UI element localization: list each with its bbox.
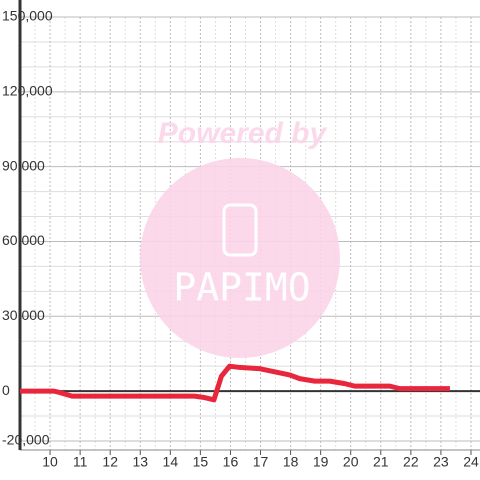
- x-tick-label: 18: [283, 454, 299, 470]
- y-tick-label: 90,000: [2, 157, 45, 173]
- watermark: Powered by PAPIMO: [140, 117, 340, 358]
- x-tick-label: 10: [42, 454, 58, 470]
- watermark-circle: [140, 158, 340, 358]
- x-tick-label: 23: [433, 454, 449, 470]
- y-tick-label: -20,000: [2, 432, 50, 448]
- y-tick-label: 0: [2, 382, 10, 398]
- x-tick-label: 21: [373, 454, 389, 470]
- x-tick-label: 12: [102, 454, 118, 470]
- x-tick-label: 19: [313, 454, 329, 470]
- y-tick-label: 120,000: [2, 83, 53, 99]
- grid: [20, 16, 480, 450]
- x-tick-label: 13: [132, 454, 148, 470]
- y-tick-label: 30,000: [2, 307, 45, 323]
- x-tick-label: 22: [403, 454, 419, 470]
- x-tick-label: 14: [163, 454, 179, 470]
- y-tick-label: 150,000: [2, 8, 53, 24]
- y-tick-label: 60,000: [2, 232, 45, 248]
- x-tick-label: 17: [253, 454, 269, 470]
- x-tick-label: 20: [343, 454, 359, 470]
- watermark-logo: PAPIMO: [173, 266, 310, 310]
- x-tick-label: 16: [223, 454, 239, 470]
- x-tick-label: 24: [463, 454, 479, 470]
- x-tick-label: 15: [193, 454, 209, 470]
- data-line: [20, 363, 450, 403]
- x-tick-label: 11: [73, 454, 88, 470]
- watermark-text: Powered by: [158, 117, 328, 150]
- watermark-icon: [222, 203, 258, 257]
